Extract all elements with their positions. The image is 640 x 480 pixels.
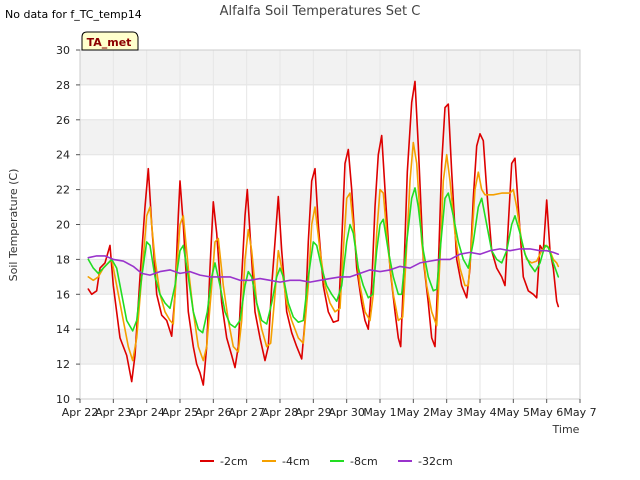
legend-label: -32cm xyxy=(418,455,453,468)
x-tick-label: Apr 23 xyxy=(95,406,132,419)
background-band xyxy=(80,224,580,260)
no-data-note: No data for f_TC_temp14 xyxy=(5,8,142,21)
x-tick-label: May 5 xyxy=(497,406,530,419)
legend-item[interactable]: -32cm xyxy=(398,455,453,468)
ta-met-badge[interactable]: TA_met xyxy=(81,31,139,51)
legend-label: -4cm xyxy=(282,455,310,468)
background-band xyxy=(80,50,580,85)
series-lines xyxy=(87,80,560,386)
ta-met-badge-label: TA_met xyxy=(87,36,132,49)
background-band xyxy=(80,119,580,155)
x-tick-label: Apr 27 xyxy=(228,406,265,419)
x-axis-label: Time xyxy=(552,423,580,436)
background-band xyxy=(80,329,580,365)
series-line-4cm xyxy=(87,141,560,362)
ta-met-badge-shape xyxy=(81,31,139,51)
series-line-32cm xyxy=(87,248,560,283)
legend-label: -8cm xyxy=(350,455,378,468)
x-tick-label: May 7 xyxy=(563,406,596,419)
series-line-8cm xyxy=(87,187,560,334)
background-band xyxy=(80,294,580,330)
x-tick-label: May 4 xyxy=(463,406,496,419)
y-axis-ticks: 10 12 14 16 18 20 22 24 26 28 30 xyxy=(56,44,80,406)
x-tick-label: Apr 25 xyxy=(162,406,199,419)
legend-item[interactable]: -2cm xyxy=(200,455,248,468)
y-axis-label: Soil Temperature (C) xyxy=(7,169,20,282)
x-tick-label: Apr 28 xyxy=(262,406,299,419)
legend-label: -2cm xyxy=(220,455,248,468)
y-tick-label: 18 xyxy=(56,253,70,266)
y-tick-label: 10 xyxy=(56,393,70,406)
x-tick-label: May 6 xyxy=(530,406,563,419)
background-band xyxy=(80,84,580,120)
y-tick-label: 12 xyxy=(56,358,70,371)
legend-item[interactable]: -8cm xyxy=(330,455,378,468)
background-band xyxy=(80,364,580,399)
x-tick-label: Apr 24 xyxy=(128,406,165,419)
x-tick-label: Apr 22 xyxy=(62,406,99,419)
x-tick-label: Apr 29 xyxy=(295,406,332,419)
series-line-2cm xyxy=(87,80,560,386)
legend: -2cm -4cm -8cm -32cm xyxy=(200,455,453,468)
background-band xyxy=(80,189,580,225)
y-tick-label: 20 xyxy=(56,219,70,232)
x-tick-label: May 3 xyxy=(430,406,463,419)
y-tick-label: 26 xyxy=(56,114,70,127)
background-band xyxy=(80,154,580,190)
x-tick-label: May 1 xyxy=(363,406,396,419)
chart-title: Alfalfa Soil Temperatures Set C xyxy=(220,4,421,19)
y-tick-label: 16 xyxy=(56,288,70,301)
y-tick-label: 22 xyxy=(56,184,70,197)
legend-item[interactable]: -4cm xyxy=(262,455,310,468)
y-tick-label: 24 xyxy=(56,149,70,162)
y-tick-label: 28 xyxy=(56,79,70,92)
x-tick-label: Apr 26 xyxy=(195,406,232,419)
y-tick-label: 30 xyxy=(56,44,70,57)
x-tick-label: Apr 30 xyxy=(328,406,365,419)
x-tick-label: May 2 xyxy=(397,406,430,419)
y-tick-label: 14 xyxy=(56,323,70,336)
